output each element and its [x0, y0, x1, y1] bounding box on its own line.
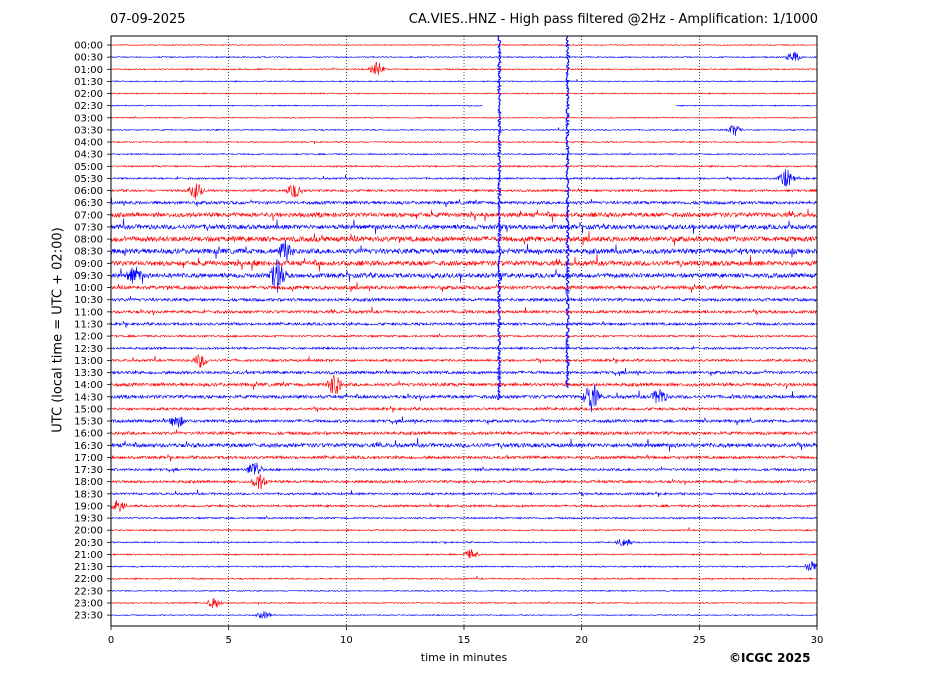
y-tick-label: 09:30: [74, 271, 103, 282]
y-tick-label: 12:30: [74, 344, 103, 355]
y-tick-label: 15:30: [74, 417, 103, 428]
trace-row-2100: [110, 549, 818, 559]
y-tick-label: 07:00: [74, 210, 103, 221]
trace-row-0100: [110, 61, 818, 76]
y-tick-label: 06:00: [74, 186, 103, 197]
y-tick-label: 02:00: [74, 89, 103, 100]
y-tick-label: 14:30: [74, 392, 103, 403]
y-tick-label: 13:30: [74, 368, 103, 379]
y-tick-label: 18:30: [74, 489, 103, 500]
trace-row-1930: [110, 515, 818, 520]
y-tick-label: 07:30: [74, 222, 103, 233]
y-tick-label: 01:30: [74, 77, 103, 88]
trace-row-0600: [110, 183, 818, 200]
vertical-grid: [228, 36, 700, 626]
trace-row-1800: [110, 474, 818, 490]
chart-title: CA.VIES..HNZ - High pass filtered @2Hz -…: [408, 12, 818, 27]
y-tick-label: 23:30: [74, 611, 103, 622]
y-tick-label: 04:30: [74, 150, 103, 161]
x-axis-label: time in minutes: [420, 651, 508, 664]
y-tick-label: 17:30: [74, 465, 103, 476]
trace-row-1900: [110, 500, 818, 512]
y-tick-label: 14:00: [74, 380, 103, 391]
y-tick-label: 08:30: [74, 247, 103, 258]
trace-row-1300: [110, 354, 818, 368]
y-tick-label: 12:00: [74, 332, 103, 343]
trace-row-2200: [110, 575, 818, 581]
trace-row-0630: [110, 197, 818, 208]
y-tick-label: 10:30: [74, 295, 103, 306]
x-axis-ticks: 0 5 10 15 20 25 30: [108, 626, 824, 646]
y-axis-ticks: 00:0000:3001:0001:3002:0002:3003:0003:30…: [74, 41, 111, 622]
trace-row-1730: [110, 462, 818, 475]
y-tick-label: 03:30: [74, 125, 103, 136]
y-tick-label: 13:00: [74, 356, 103, 367]
trace-row-1700: [110, 454, 818, 462]
trace-row-0900: [110, 253, 818, 272]
y-tick-label: 08:00: [74, 235, 103, 246]
y-tick-label: 21:00: [74, 550, 103, 561]
x-tick-label: 0: [108, 635, 114, 646]
y-axis-label: UTC (local time = UTC + 02:00): [50, 227, 66, 433]
trace-row-0030: [110, 51, 818, 61]
trace-row-1830: [110, 489, 818, 498]
vertical-spike-1: [564, 35, 571, 389]
y-tick-label: 09:00: [74, 259, 103, 270]
y-tick-label: 16:30: [74, 441, 103, 452]
copyright-notice: ©ICGC 2025: [729, 651, 811, 665]
trace-row-2230: [110, 589, 818, 593]
y-tick-label: 19:00: [74, 501, 103, 512]
y-tick-label: 22:00: [74, 574, 103, 585]
y-tick-label: 06:30: [74, 198, 103, 209]
y-tick-label: 20:00: [74, 526, 103, 537]
y-tick-label: 23:00: [74, 598, 103, 609]
x-tick-label: 10: [340, 635, 353, 646]
x-tick-label: 25: [693, 635, 706, 646]
x-tick-label: 30: [811, 635, 824, 646]
y-tick-label: 00:00: [74, 41, 103, 52]
y-tick-label: 01:00: [74, 65, 103, 76]
y-tick-label: 21:30: [74, 562, 103, 573]
y-tick-label: 04:00: [74, 138, 103, 149]
trace-row-0330: [110, 125, 818, 136]
x-tick-label: 5: [225, 635, 231, 646]
y-tick-label: 20:30: [74, 538, 103, 549]
y-tick-label: 05:30: [74, 174, 103, 185]
trace-row-0530: [110, 168, 818, 187]
y-tick-label: 18:00: [74, 477, 103, 488]
trace-row-1100: [110, 306, 818, 316]
y-tick-label: 19:30: [74, 514, 103, 525]
trace-row-2130: [110, 561, 818, 571]
y-tick-label: 00:30: [74, 53, 103, 64]
y-tick-label: 15:00: [74, 404, 103, 415]
y-tick-label: 11:00: [74, 307, 103, 318]
y-tick-label: 17:00: [74, 453, 103, 464]
y-tick-label: 11:30: [74, 319, 103, 330]
trace-row-1400: [110, 374, 818, 394]
trace-row-2030: [110, 539, 818, 547]
x-tick-label: 15: [458, 635, 471, 646]
header-date: 07-09-2025: [110, 12, 186, 27]
x-tick-label: 20: [575, 635, 588, 646]
y-tick-label: 05:00: [74, 162, 103, 173]
y-tick-label: 03:00: [74, 113, 103, 124]
vertical-spike-0: [496, 35, 503, 401]
y-tick-label: 16:00: [74, 429, 103, 440]
y-tick-label: 22:30: [74, 586, 103, 597]
y-tick-label: 10:00: [74, 283, 103, 294]
trace-row-2000: [110, 527, 818, 532]
y-tick-label: 02:30: [74, 101, 103, 112]
